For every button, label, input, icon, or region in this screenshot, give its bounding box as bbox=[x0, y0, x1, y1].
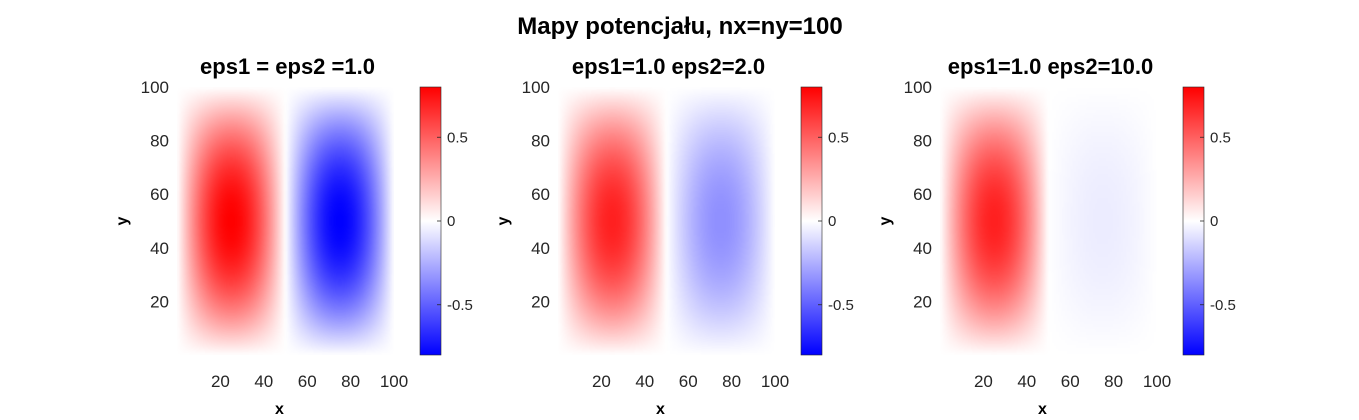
colorbar-tick-label: -0.5 bbox=[1210, 297, 1236, 314]
heatmap-image bbox=[558, 87, 775, 355]
x-axis-label: x bbox=[275, 401, 284, 418]
y-tick-label: 60 bbox=[150, 185, 169, 204]
y-tick-label: 20 bbox=[913, 292, 932, 311]
y-tick-label: 80 bbox=[150, 132, 169, 151]
x-axis-label: x bbox=[1038, 401, 1047, 418]
y-tick-label: 40 bbox=[531, 239, 550, 258]
y-tick-label: 20 bbox=[150, 292, 169, 311]
y-axis-label: y bbox=[114, 216, 131, 225]
x-tick-label: 80 bbox=[1104, 372, 1123, 391]
panel-title: eps1=1.0 eps2=10.0 bbox=[948, 54, 1154, 79]
heatmap-image bbox=[177, 87, 394, 355]
y-tick-label: 40 bbox=[913, 239, 932, 258]
x-tick-label: 20 bbox=[974, 372, 993, 391]
colorbar-tick-label: 0 bbox=[1210, 213, 1218, 230]
x-tick-label: 20 bbox=[592, 372, 611, 391]
colorbar-tick-label: -0.5 bbox=[828, 297, 854, 314]
colorbar-tick-label: -0.5 bbox=[447, 297, 473, 314]
x-axis-label: x bbox=[656, 401, 665, 418]
y-tick-label: 20 bbox=[531, 292, 550, 311]
y-tick-label: 100 bbox=[141, 78, 169, 97]
colorbar-tick-label: 0.5 bbox=[1210, 129, 1231, 146]
heatmap-panels: eps1 = eps2 =1.0 20 40 60 80 100 20 40 60 80 100 x y… bbox=[114, 54, 1236, 418]
heatmap-panel-1: eps1 = eps2 =1.0 20 40 60 80 100 20 40 60 80 100 x y… bbox=[114, 54, 473, 418]
y-axis-label: y bbox=[877, 216, 894, 225]
heatmap-panel-3: eps1=1.0 eps2=10.0 20 40 60 80 100 20 40 60 80 100… bbox=[877, 54, 1236, 418]
heatmap-panel-2: eps1=1.0 eps2=2.0 20 40 60 80 100 20 40 60 80 100 x… bbox=[495, 54, 854, 418]
y-tick-label: 60 bbox=[531, 185, 550, 204]
colorbar-tick-label: 0 bbox=[447, 213, 455, 230]
panel-title: eps1 = eps2 =1.0 bbox=[200, 54, 375, 79]
figure-title: Mapy potencjału, nx=ny=100 bbox=[517, 13, 842, 40]
x-tick-label: 40 bbox=[635, 372, 654, 391]
x-tick-label: 60 bbox=[1061, 372, 1080, 391]
colorbar-tick-label: 0 bbox=[828, 213, 836, 230]
x-tick-label: 20 bbox=[211, 372, 230, 391]
y-tick-label: 100 bbox=[904, 78, 932, 97]
y-tick-label: 60 bbox=[913, 185, 932, 204]
x-tick-label: 100 bbox=[380, 372, 408, 391]
x-tick-label: 60 bbox=[298, 372, 317, 391]
x-tick-label: 40 bbox=[1017, 372, 1036, 391]
heatmap-image bbox=[940, 87, 1157, 355]
x-tick-label: 60 bbox=[679, 372, 698, 391]
y-axis-label: y bbox=[495, 216, 512, 225]
x-tick-label: 80 bbox=[722, 372, 741, 391]
y-tick-label: 80 bbox=[531, 132, 550, 151]
colorbar-tick-label: 0.5 bbox=[828, 129, 849, 146]
panel-title: eps1=1.0 eps2=2.0 bbox=[572, 54, 765, 79]
x-tick-label: 100 bbox=[761, 372, 789, 391]
colorbar-tick-label: 0.5 bbox=[447, 129, 468, 146]
x-tick-label: 80 bbox=[341, 372, 360, 391]
y-tick-label: 80 bbox=[913, 132, 932, 151]
y-tick-label: 100 bbox=[522, 78, 550, 97]
x-tick-label: 40 bbox=[254, 372, 273, 391]
x-tick-label: 100 bbox=[1143, 372, 1171, 391]
y-tick-label: 40 bbox=[150, 239, 169, 258]
